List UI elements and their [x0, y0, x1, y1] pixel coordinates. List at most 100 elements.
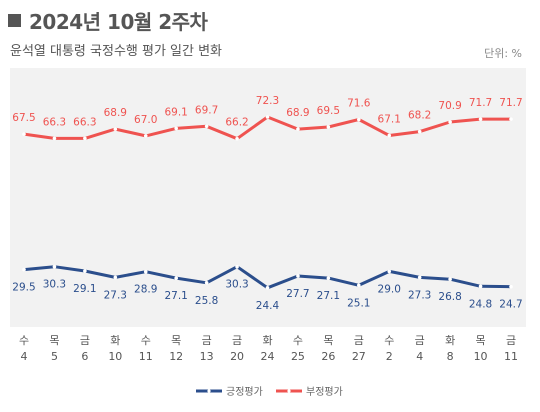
data-label: 66.3 [73, 116, 96, 128]
x-tick-day: 2 [386, 350, 393, 363]
data-label: 66.2 [225, 117, 248, 129]
data-point [326, 276, 331, 280]
data-label: 24.7 [499, 299, 522, 311]
title-square-icon [8, 14, 21, 27]
data-point [478, 284, 483, 289]
data-label: 67.0 [134, 114, 157, 126]
x-tick-day: 24 [261, 350, 275, 363]
data-point [143, 269, 148, 274]
x-tick-weekday: 목 [476, 334, 486, 347]
data-label: 30.3 [225, 279, 248, 291]
data-label: 30.3 [43, 279, 66, 291]
x-tick-day: 11 [504, 350, 518, 363]
data-label: 69.5 [317, 105, 340, 117]
chart-subtitle: 윤석열 대통령 국정수행 평가 일간 변화 [10, 44, 223, 59]
data-point [265, 285, 270, 290]
data-label: 71.7 [499, 97, 522, 109]
data-point [113, 275, 118, 280]
x-tick-weekday: 수 [141, 334, 151, 347]
data-point [174, 276, 178, 280]
x-tick-day: 13 [200, 350, 214, 363]
x-tick-weekday: 금 [80, 334, 90, 347]
legend-marker [287, 389, 291, 393]
data-point [143, 134, 148, 138]
x-tick-day: 11 [139, 350, 153, 363]
x-tick-weekday: 목 [171, 334, 181, 347]
data-label: 67.5 [12, 112, 35, 124]
data-label: 25.1 [347, 297, 370, 309]
x-tick-weekday: 금 [202, 334, 212, 347]
data-label: 68.9 [286, 107, 309, 119]
data-label: 27.3 [104, 289, 127, 301]
x-tick-day: 26 [321, 350, 335, 363]
data-point [448, 277, 452, 282]
legend-label-positive: 긍정평가 [226, 386, 263, 398]
data-point [509, 284, 513, 289]
data-point [204, 124, 209, 129]
x-tick-weekday: 목 [323, 334, 333, 347]
x-tick-weekday: 금 [354, 334, 364, 347]
plot-area [10, 68, 526, 327]
x-tick-weekday: 화 [262, 334, 272, 347]
data-point [174, 126, 178, 131]
x-tick-weekday: 목 [49, 334, 59, 347]
x-tick-day: 8 [447, 350, 454, 363]
x-tick-weekday: 수 [384, 334, 394, 347]
data-point [113, 127, 118, 131]
data-point [52, 264, 57, 269]
x-tick-day: 10 [108, 350, 122, 363]
data-point [265, 115, 270, 119]
data-point [387, 133, 392, 138]
x-tick-weekday: 금 [232, 334, 242, 347]
x-tick-day: 25 [291, 350, 305, 363]
x-tick-day: 10 [474, 350, 488, 363]
data-label: 24.8 [469, 298, 492, 310]
data-point [83, 136, 87, 141]
data-label: 72.3 [256, 95, 279, 107]
x-tick-weekday: 화 [110, 334, 120, 347]
data-point [296, 127, 300, 131]
data-label: 28.9 [134, 284, 157, 296]
data-point [235, 264, 239, 269]
data-label: 29.5 [12, 282, 35, 294]
data-label: 68.2 [408, 110, 431, 122]
data-label: 27.3 [408, 289, 431, 301]
data-point [326, 125, 331, 129]
x-tick-day: 4 [21, 350, 28, 363]
page-title: 2024년 10월 2주차 [29, 10, 208, 34]
x-tick-weekday: 화 [445, 334, 455, 347]
data-label: 67.1 [378, 114, 401, 126]
data-label: 27.7 [286, 288, 309, 300]
data-point [296, 274, 300, 278]
legend-label-negative: 부정평가 [306, 386, 343, 398]
unit-label: 단위: % [484, 47, 522, 60]
data-point [83, 269, 87, 273]
data-point [417, 275, 422, 280]
data-label: 71.6 [347, 97, 371, 109]
data-point [52, 136, 57, 141]
x-tick-weekday: 금 [415, 334, 425, 347]
data-label: 69.7 [195, 104, 218, 116]
data-point [417, 129, 422, 134]
data-point [478, 117, 483, 121]
data-label: 66.3 [43, 116, 66, 128]
x-tick-day: 27 [352, 350, 366, 363]
legend-marker [207, 389, 211, 393]
x-tick-day: 6 [81, 350, 88, 363]
data-point [509, 117, 513, 121]
x-tick-day: 4 [416, 350, 423, 363]
data-label: 27.1 [164, 290, 187, 302]
data-point [387, 269, 392, 274]
data-label: 25.8 [195, 295, 218, 307]
x-tick-day: 12 [169, 350, 183, 363]
data-label: 68.9 [104, 107, 127, 119]
data-label: 24.4 [256, 300, 280, 312]
data-point [204, 280, 209, 285]
x-tick-weekday: 수 [19, 334, 29, 347]
data-point [22, 267, 26, 272]
data-point [357, 283, 361, 288]
title-row: 2024년 10월 2주차 [8, 6, 208, 35]
data-point [235, 136, 239, 141]
data-label: 27.1 [317, 290, 340, 302]
